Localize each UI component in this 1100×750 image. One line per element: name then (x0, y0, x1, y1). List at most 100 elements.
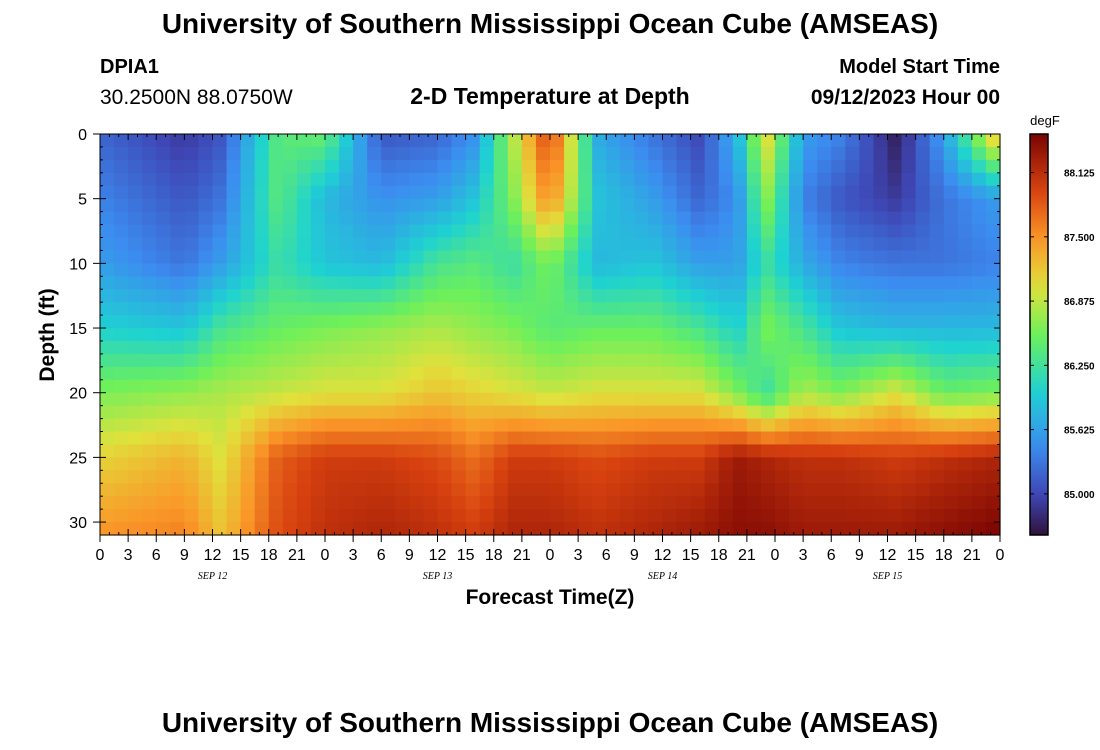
heatmap-cell (606, 185, 621, 200)
heatmap-cell (929, 509, 945, 523)
heatmap-cell (550, 379, 565, 394)
heatmap-cell (240, 224, 256, 239)
heatmap-cell (395, 289, 410, 303)
heatmap-cell (254, 328, 270, 342)
heatmap-cell (578, 224, 593, 239)
heatmap-cell (985, 146, 1001, 161)
heatmap-cell (451, 522, 467, 536)
heatmap-cell (775, 340, 790, 355)
heatmap-cell (775, 289, 790, 303)
heatmap-cell (254, 276, 270, 290)
heatmap-cell (550, 211, 565, 226)
station-id: DPIA1 (100, 56, 159, 78)
heatmap-cell (704, 211, 720, 226)
heatmap-cell (971, 276, 987, 290)
heatmap-cell (775, 483, 790, 497)
heatmap-cell (873, 250, 889, 264)
heatmap-cell (409, 172, 425, 187)
heatmap-cell (409, 379, 425, 394)
heatmap-cell (507, 211, 523, 226)
heatmap-cell (803, 159, 818, 174)
heatmap-cell (760, 159, 776, 174)
heatmap-cell (310, 172, 326, 187)
heatmap-cell (943, 470, 959, 484)
heatmap-cell (212, 470, 228, 484)
heatmap-cell (985, 224, 1001, 239)
heatmap-cell (957, 159, 973, 174)
heatmap-cell (690, 431, 706, 446)
heatmap-cell (732, 392, 748, 407)
heatmap-cell (367, 340, 382, 355)
heatmap-cell (170, 250, 185, 264)
heatmap-cell (184, 353, 200, 368)
heatmap-cell (789, 237, 804, 252)
heatmap-cell (198, 328, 214, 342)
heatmap-cell (184, 444, 200, 458)
heatmap-cell (142, 263, 157, 277)
heatmap-cell (760, 328, 776, 342)
heatmap-cell (353, 250, 368, 264)
heatmap-cell (325, 328, 340, 342)
heatmap-cell (240, 198, 256, 213)
heatmap-cell (592, 289, 607, 303)
heatmap-cell (100, 405, 115, 420)
heatmap-cell (423, 444, 439, 458)
heatmap-cell (254, 315, 270, 329)
heatmap-cell (803, 418, 818, 433)
heatmap-cell (212, 211, 228, 226)
heatmap-cell (128, 509, 143, 523)
heatmap-cell (114, 250, 129, 264)
heatmap-cell (789, 509, 804, 523)
heatmap-cell (929, 483, 945, 497)
heatmap-cell (310, 522, 326, 536)
heatmap-cell (268, 405, 284, 420)
heatmap-cell (226, 302, 242, 316)
heatmap-cell (606, 224, 621, 239)
heatmap-cell (156, 353, 171, 368)
heatmap-cell (704, 470, 720, 484)
heatmap-cell (409, 444, 425, 458)
heatmap-cell (184, 418, 200, 433)
heatmap-cell (606, 211, 621, 226)
heatmap-cell (971, 134, 987, 148)
heatmap-cell (775, 444, 790, 458)
heatmap-cell (929, 146, 945, 161)
heatmap-cell (521, 237, 537, 252)
date-label: SEP 15 (873, 571, 903, 582)
heatmap-cell (760, 276, 776, 290)
heatmap-cell (479, 470, 495, 484)
heatmap-cell (353, 496, 368, 510)
heatmap-cell (634, 379, 650, 394)
heatmap-cell (606, 250, 621, 264)
heatmap-cell (901, 496, 917, 510)
heatmap-cell (381, 315, 396, 329)
heatmap-cell (803, 509, 818, 523)
heatmap-cell (507, 185, 523, 200)
heatmap-cell (521, 522, 537, 536)
heatmap-cell (704, 289, 720, 303)
heatmap-cell (423, 250, 439, 264)
heatmap-cell (339, 198, 354, 213)
heatmap-cell (465, 134, 481, 148)
heatmap-cell (676, 379, 692, 394)
heatmap-cell (268, 172, 284, 187)
heatmap-cell (634, 509, 650, 523)
heatmap-cell (648, 509, 664, 523)
heatmap-cell (451, 198, 467, 213)
heatmap-cell (395, 418, 410, 433)
heatmap-cell (100, 302, 115, 316)
heatmap-cell (831, 263, 846, 277)
heatmap-cell (957, 340, 973, 355)
heatmap-cell (367, 224, 382, 239)
heatmap-cell (606, 302, 621, 316)
heatmap-cell (985, 198, 1001, 213)
heatmap-cell (198, 276, 214, 290)
heatmap-cell (831, 405, 846, 420)
colorbar-tick-label: 86.875 (1064, 297, 1095, 308)
heatmap-cell (423, 289, 439, 303)
heatmap-cell (592, 185, 607, 200)
heatmap-cell (409, 353, 425, 368)
heatmap-cell (718, 198, 734, 213)
heatmap-cell (493, 353, 509, 368)
heatmap-cell (493, 185, 509, 200)
